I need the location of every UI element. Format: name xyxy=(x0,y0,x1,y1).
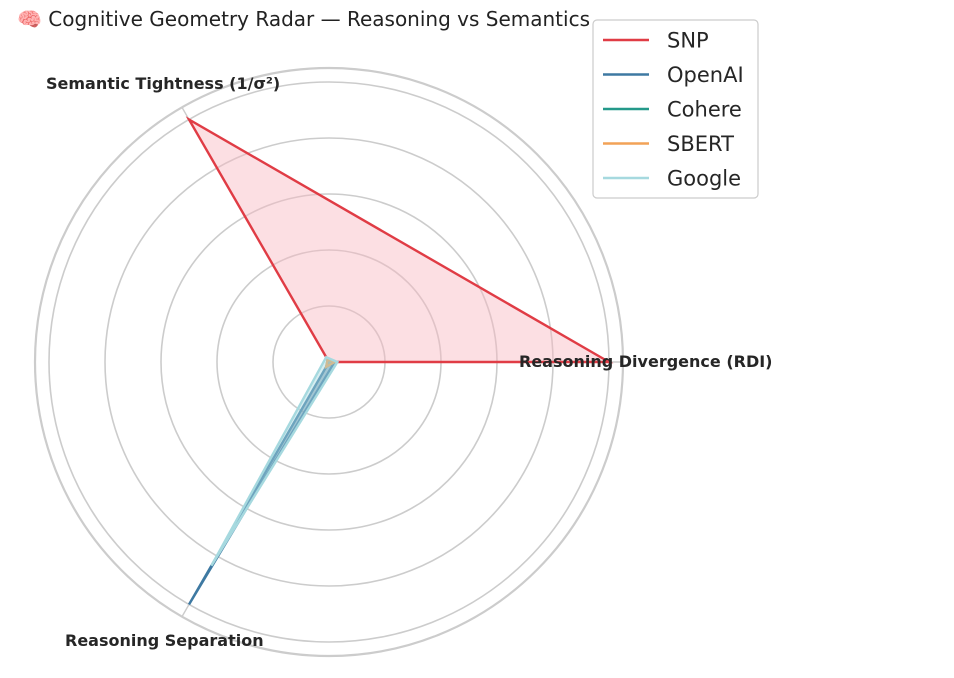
axis-label-semantic-tightness: Semantic Tightness (1/σ²) xyxy=(46,74,280,93)
legend-label-sbert: SBERT xyxy=(667,132,734,156)
legend-frame xyxy=(592,19,759,199)
series-layer xyxy=(185,116,614,606)
legend-label-snp: SNP xyxy=(667,29,709,53)
series-line-sbert xyxy=(324,358,338,370)
axis-labels: Reasoning Divergence (RDI) Semantic Tigh… xyxy=(46,74,773,650)
axis-label-reasoning-divergence: Reasoning Divergence (RDI) xyxy=(519,352,773,371)
axis-label-reasoning-separation: Reasoning Separation xyxy=(65,631,264,650)
series-line-snp xyxy=(185,116,614,364)
chart-title: 🧠 Cognitive Geometry Radar — Reasoning v… xyxy=(17,7,590,31)
legend: SNP OpenAI Cohere SBERT Google xyxy=(592,19,759,199)
legend-label-openai: OpenAI xyxy=(667,63,744,87)
legend-label-google: Google xyxy=(667,167,741,191)
legend-label-cohere: Cohere xyxy=(667,98,742,122)
series-line-google xyxy=(210,355,340,567)
